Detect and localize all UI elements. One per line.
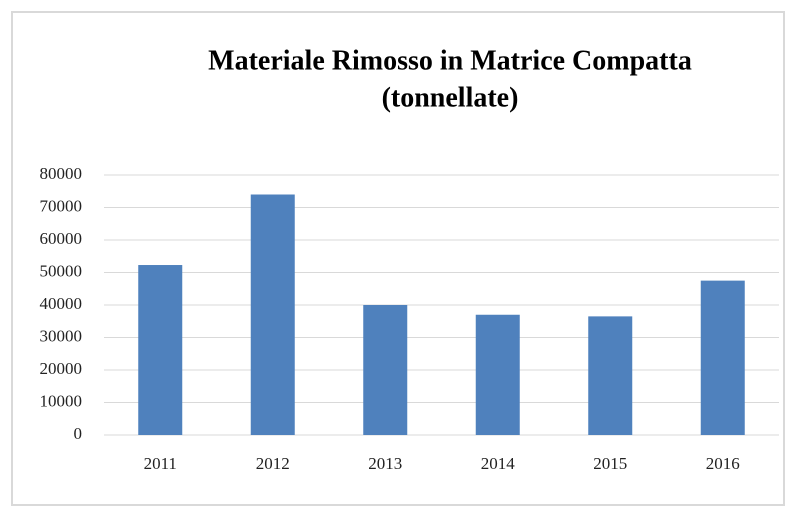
- y-tick-label: 50000: [40, 261, 83, 280]
- y-tick-label: 10000: [40, 391, 83, 410]
- x-tick-label: 2012: [256, 454, 290, 473]
- y-tick-label: 20000: [40, 359, 83, 378]
- chart-subtitle: (tonnellate): [382, 82, 519, 113]
- y-tick-label: 40000: [40, 294, 83, 313]
- bar: [363, 305, 408, 435]
- bar: [475, 314, 520, 435]
- bar: [700, 280, 745, 435]
- x-tick-label: 2011: [144, 454, 177, 473]
- bar: [588, 316, 633, 435]
- x-tick-label: 2014: [481, 454, 516, 473]
- bar: [138, 265, 183, 435]
- bar: [250, 194, 295, 435]
- x-tick-label: 2016: [706, 454, 740, 473]
- y-tick-label: 80000: [40, 164, 83, 183]
- chart-title: Materiale Rimosso in Matrice Compatta: [208, 45, 692, 76]
- y-tick-label: 70000: [40, 196, 83, 215]
- y-tick-label: 60000: [40, 229, 83, 248]
- x-tick-label: 2015: [593, 454, 627, 473]
- y-tick-label: 30000: [40, 326, 83, 345]
- x-tick-label: 2013: [368, 454, 402, 473]
- y-tick-label: 0: [74, 424, 83, 443]
